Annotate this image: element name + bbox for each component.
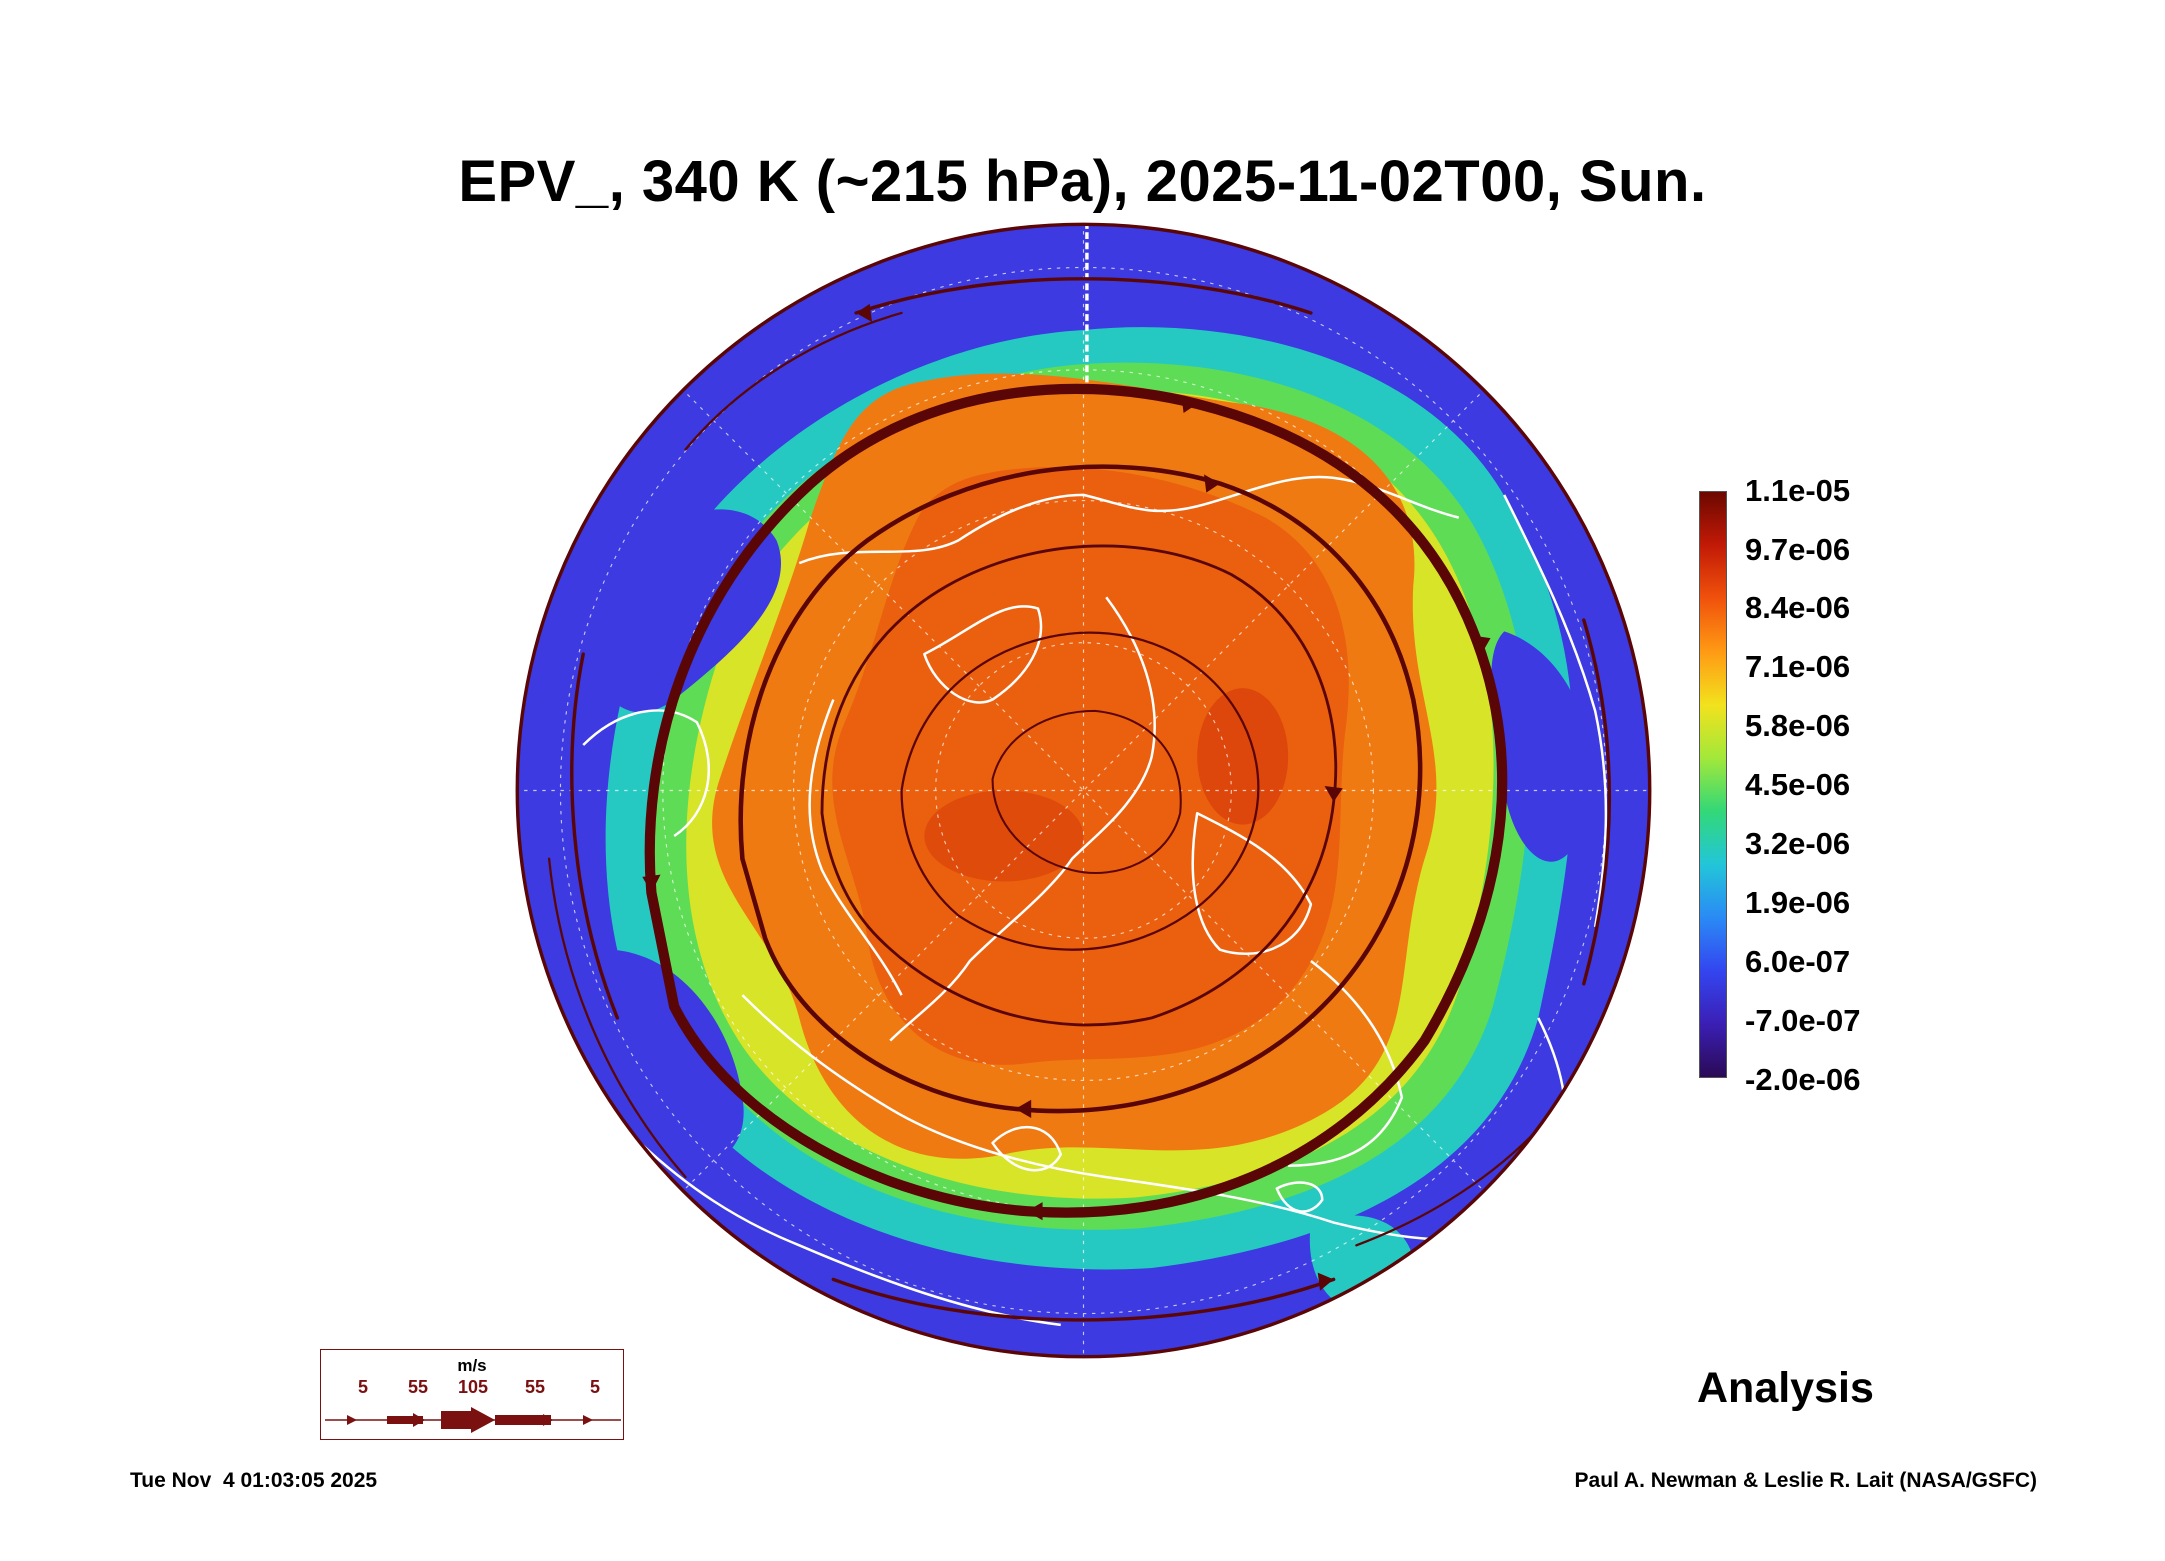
colorbar-label: 6.0e-07 [1745,944,1851,979]
colorbar [1699,491,1727,1078]
footer-timestamp: Tue Nov 4 01:03:05 2025 [130,1469,378,1492]
colorbar-label: 9.7e-06 [1745,532,1851,567]
colorbar-label: 5.8e-06 [1745,708,1851,743]
colorbar-label: 1.1e-05 [1745,473,1851,508]
wind-legend-label: 55 [524,1377,546,1397]
colorbar-label: 1.9e-06 [1745,885,1851,920]
wind-legend-label: 105 [457,1377,489,1397]
colorbar-label: 4.5e-06 [1745,767,1851,802]
colorbar-label: 8.4e-06 [1745,590,1851,625]
wind-legend-unit: m/s [457,1356,487,1375]
footer-credit: Paul A. Newman & Leslie R. Lait (NASA/GS… [1574,1469,2037,1492]
streamline-arrows [642,303,1491,1291]
wind-legend-arrow [325,1407,621,1433]
colorbar-label: -7.0e-07 [1745,1003,1861,1038]
wind-legend-label: 55 [407,1377,429,1397]
wind-streamlines [547,277,1648,1322]
colorbar-label: 3.2e-06 [1745,826,1851,861]
wind-legend-label: 5 [357,1377,369,1397]
panel-label: Analysis [1697,1364,1874,1412]
map-border [515,222,1652,1359]
colorbar-label: -2.0e-06 [1745,1062,1861,1097]
wind-speed-legend: m/s 5 55 105 55 5 [320,1349,624,1440]
polar-map [515,222,1652,1359]
colorbar-label: 7.1e-06 [1745,649,1851,684]
plot-title: EPV_, 340 K (~215 hPa), 2025-11-02T00, S… [458,149,1707,214]
wind-legend-label: 5 [589,1377,601,1397]
